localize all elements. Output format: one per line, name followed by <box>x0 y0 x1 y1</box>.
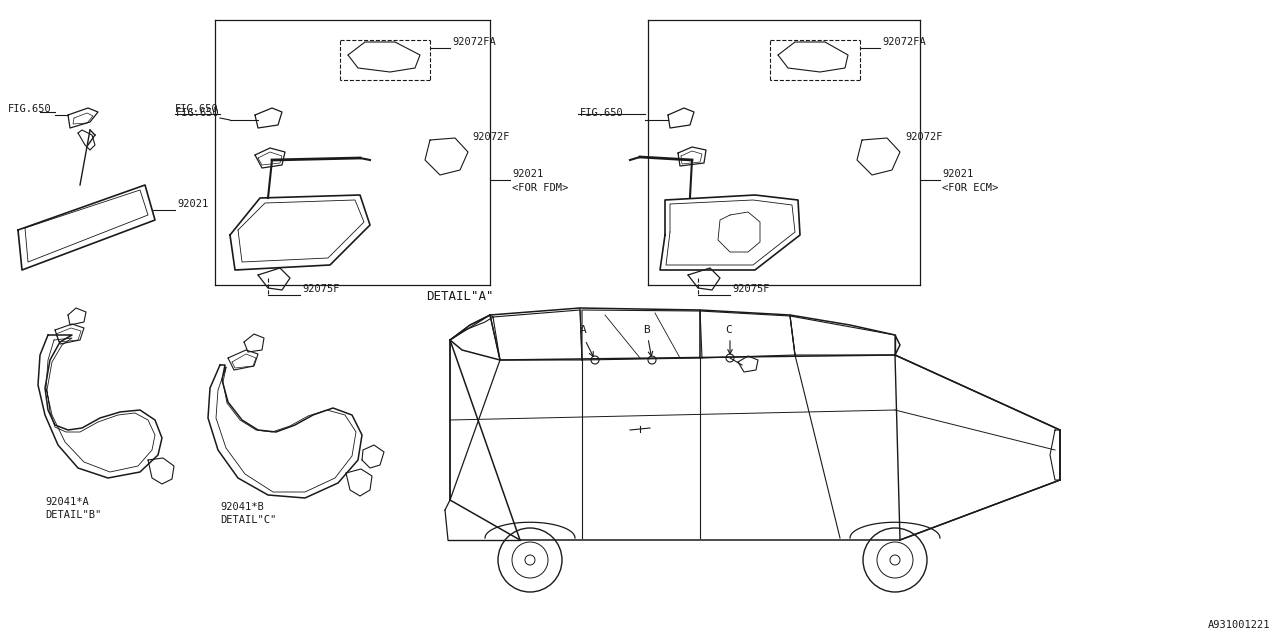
Text: 92021: 92021 <box>177 199 209 209</box>
Text: B: B <box>643 325 650 335</box>
Text: A931001221: A931001221 <box>1207 620 1270 630</box>
Circle shape <box>863 528 927 592</box>
Text: FIG.650: FIG.650 <box>580 108 623 118</box>
Circle shape <box>498 528 562 592</box>
Text: FIG.650: FIG.650 <box>175 104 219 114</box>
Text: 92075F: 92075F <box>732 284 769 294</box>
Text: FIG.650: FIG.650 <box>8 104 51 114</box>
Text: DETAIL"B": DETAIL"B" <box>45 510 101 520</box>
Circle shape <box>525 555 535 565</box>
Text: 92021: 92021 <box>512 169 543 179</box>
Text: DETAIL"C": DETAIL"C" <box>220 515 276 525</box>
Text: 92041*B: 92041*B <box>220 502 264 512</box>
Circle shape <box>877 542 913 578</box>
Text: <FOR FDM>: <FOR FDM> <box>512 183 568 193</box>
Text: 92021: 92021 <box>942 169 973 179</box>
Text: C: C <box>724 325 732 335</box>
Text: 92075F: 92075F <box>302 284 339 294</box>
Circle shape <box>648 356 657 364</box>
Circle shape <box>512 542 548 578</box>
Text: FIG.650: FIG.650 <box>177 108 220 118</box>
Text: DETAIL"A": DETAIL"A" <box>426 290 494 303</box>
Text: <FOR ECM>: <FOR ECM> <box>942 183 998 193</box>
Text: 92072FA: 92072FA <box>882 37 925 47</box>
Text: 92072F: 92072F <box>905 132 942 142</box>
Text: 92041*A: 92041*A <box>45 497 88 507</box>
Text: 92072F: 92072F <box>472 132 509 142</box>
Circle shape <box>890 555 900 565</box>
Text: 92072FA: 92072FA <box>452 37 495 47</box>
Circle shape <box>591 356 599 364</box>
Circle shape <box>726 354 733 362</box>
Text: A: A <box>580 325 586 335</box>
